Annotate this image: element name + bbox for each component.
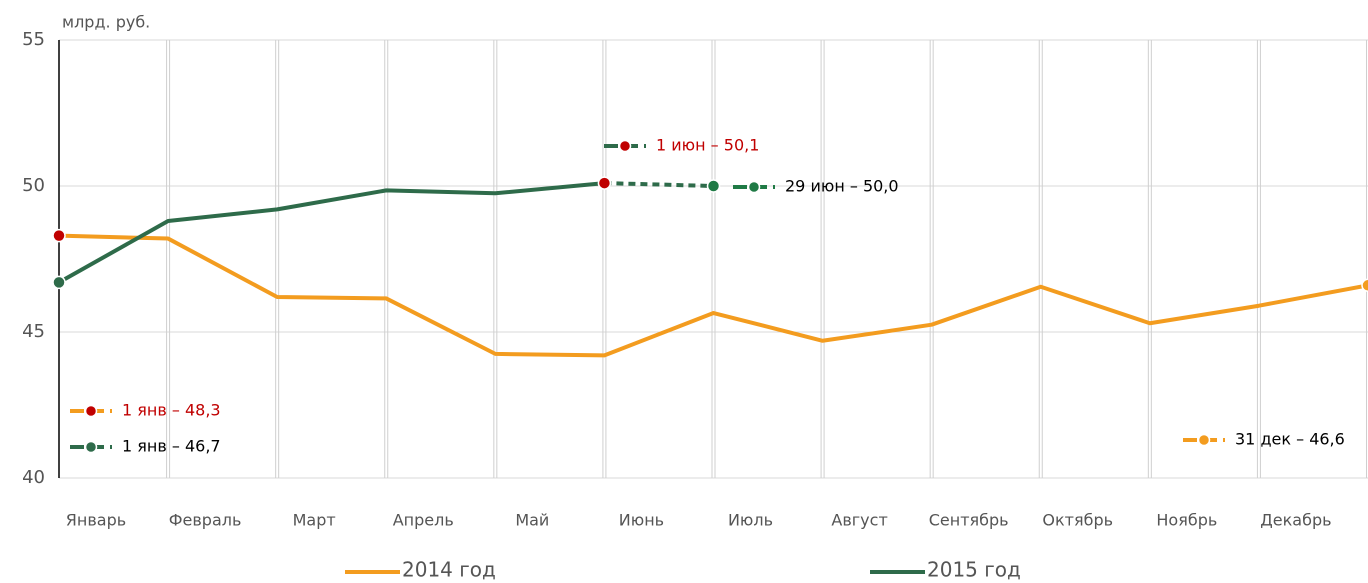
x-tick-label: Июнь [619, 511, 664, 530]
y-tick-label: 45 [22, 321, 45, 342]
legend-label: 2014 год [402, 558, 496, 582]
highlight-point [1361, 278, 1368, 293]
annotation-text: 1 янв – 46,7 [122, 437, 221, 456]
x-tick-label: Январь [66, 511, 126, 530]
x-tick-label: Июль [728, 511, 773, 530]
y-tick-label: 50 [22, 175, 45, 196]
highlight-point [597, 176, 612, 190]
x-tick-label: Апрель [393, 511, 454, 530]
annotation-dot [747, 180, 761, 194]
series-line [58, 233, 1368, 358]
highlight-point [52, 228, 66, 243]
x-tick-label: Февраль [169, 511, 242, 530]
x-tick-label: Октябрь [1042, 511, 1113, 530]
y-tick-label: 55 [22, 29, 45, 50]
x-tick-label: Август [831, 511, 887, 530]
annotation-text: 31 дек – 46,6 [1235, 430, 1345, 449]
highlight-point [706, 179, 721, 193]
annotation-dot [1197, 433, 1211, 447]
series-line [58, 181, 605, 285]
annotation-text: 29 июн – 50,0 [785, 177, 899, 196]
annotation-text: 1 янв – 48,3 [122, 401, 221, 420]
annotation-dot [618, 139, 632, 153]
highlight-point [52, 275, 66, 290]
x-tick-label: Сентябрь [929, 511, 1009, 530]
annotation-text: 1 июн – 50,1 [656, 136, 759, 155]
x-tick-label: Март [293, 511, 336, 530]
annotation-dot [84, 404, 98, 418]
y-tick-label: 40 [22, 467, 45, 488]
x-tick-label: Декабрь [1260, 511, 1331, 530]
y-axis-label: млрд. руб. [62, 13, 150, 32]
legend-label: 2015 год [927, 558, 1021, 582]
x-tick-label: Май [515, 511, 549, 530]
x-tick-label: Ноябрь [1156, 511, 1217, 530]
annotation-dot [84, 440, 98, 454]
series-line-dashed [604, 181, 714, 188]
